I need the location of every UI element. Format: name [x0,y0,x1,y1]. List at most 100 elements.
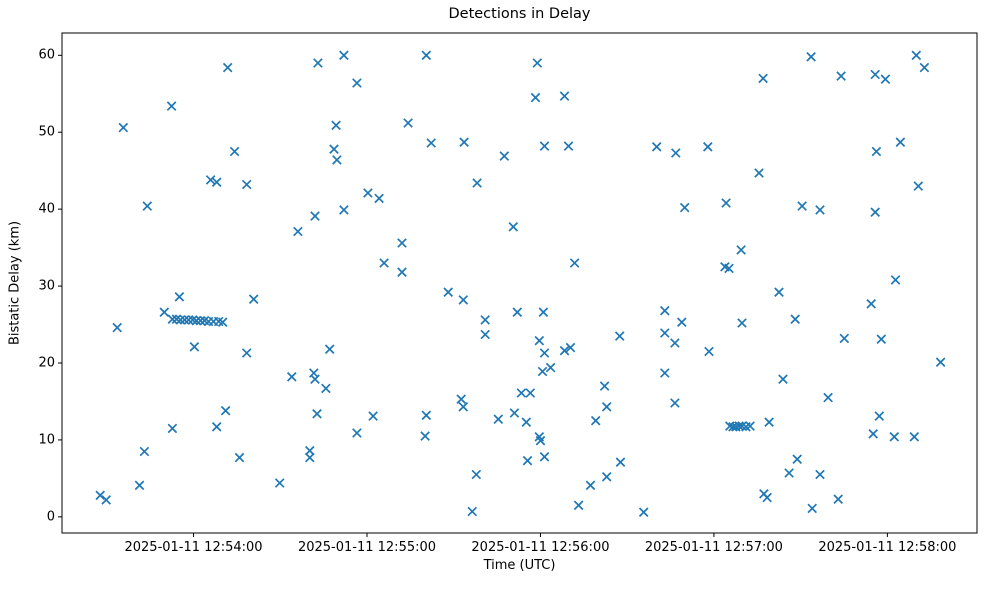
data-point-x-marker [159,307,170,318]
data-point-x-marker [205,175,216,185]
data-point-x-marker [559,345,570,356]
data-point-x-marker [310,374,320,385]
data-point-x-marker [833,494,844,505]
data-point-x-marker [241,179,252,190]
data-point-x-marker [870,69,881,80]
data-point-x-marker [871,146,882,157]
data-point-x-marker [839,333,850,344]
data-point-x-marker [459,137,469,148]
data-point-x-marker [679,202,690,213]
data-point-x-marker [499,151,510,161]
data-point-x-marker [174,291,185,302]
data-point-x-marker [368,411,378,421]
data-point-x-marker [248,294,259,305]
data-point-x-marker [797,201,807,211]
data-point-x-marker [890,275,901,285]
data-point-x-marker [601,401,612,412]
data-point-x-marker [234,452,245,463]
data-point-x-marker [538,307,549,318]
x-tick-label: 2025-01-11 12:56:00 [471,540,610,555]
data-point-x-marker [559,91,570,101]
data-point-x-marker [545,362,556,373]
y-tick-label: 60 [38,47,55,63]
y-tick-label: 10 [38,432,55,448]
data-point-x-marker [304,445,315,456]
x-axis-label: Time (UTC) [483,558,556,573]
data-point-x-marker [329,144,339,155]
data-point-x-marker [332,155,342,165]
data-point-x-marker [101,495,112,505]
data-point-x-marker [480,315,491,325]
data-point-x-marker [539,141,550,151]
data-point-x-marker [823,392,833,403]
data-point-x-marker [806,51,816,62]
data-point-x-marker [535,435,546,446]
data-point-x-marker [352,78,362,88]
x-tick-label: 2025-01-11 12:57:00 [644,540,783,555]
data-point-x-marker [754,168,764,178]
data-point-x-marker [310,211,320,221]
data-point-x-marker [870,207,881,218]
data-point-x-marker [913,181,924,191]
data-point-x-marker [403,118,413,128]
data-point-x-marker [512,307,523,318]
data-point-x-marker [274,478,285,488]
data-point-x-marker [876,334,887,345]
data-point-x-marker [585,480,596,491]
data-point-x-marker [599,381,610,391]
data-point-x-marker [493,414,504,425]
data-point-x-marker [590,415,601,426]
data-point-x-marker [758,73,768,84]
data-point-x-marker [324,344,335,355]
data-point-x-marker [139,446,150,457]
data-point-x-marker [220,405,231,416]
data-point-x-marker [539,451,550,462]
data-point-x-marker [736,245,746,255]
data-point-x-marker [472,178,482,188]
data-point-x-marker [352,428,362,438]
data-point-x-marker [211,177,222,188]
data-point-x-marker [211,421,222,432]
data-point-x-marker [935,357,946,368]
data-point-x-marker [670,338,680,348]
data-point-x-marker [183,315,194,325]
data-point-x-marker [217,317,228,328]
data-point-x-marker [471,469,482,480]
data-point-x-marker [724,263,734,274]
data-point-x-marker [467,506,478,517]
data-point-x-marker [778,374,788,385]
data-point-x-marker [167,423,178,434]
data-point-x-marker [166,101,177,111]
data-point-x-marker [456,394,467,405]
data-point-x-marker [670,148,681,158]
data-point-x-marker [175,315,186,325]
data-point-x-marker [458,295,469,305]
data-point-x-marker [480,329,491,340]
data-point-x-marker [815,469,825,480]
plot-border [61,32,978,534]
data-point-x-marker [339,205,349,215]
data-point-x-marker [339,50,349,61]
x-tick-label: 2025-01-11 12:54:00 [124,540,263,555]
data-point-x-marker [807,503,818,514]
data-point-x-marker [909,431,920,442]
data-point-x-marker [286,371,297,382]
data-point-x-marker [895,137,906,148]
data-point-x-marker [321,383,331,394]
data-point-x-marker [774,287,784,298]
data-point-x-marker [911,50,922,61]
data-point-x-marker [889,431,900,442]
data-point-x-marker [702,141,713,152]
data-point-x-marker [815,205,825,215]
data-point-x-marker [880,74,891,85]
data-point-x-marker [508,221,519,232]
data-point-x-marker [676,317,687,328]
data-point-x-marker [651,141,662,152]
data-point-x-marker [189,341,200,352]
data-point-x-marker [379,258,389,268]
data-point-x-marker [142,201,153,211]
data-point-x-marker [601,471,612,482]
data-point-x-marker [569,258,580,268]
